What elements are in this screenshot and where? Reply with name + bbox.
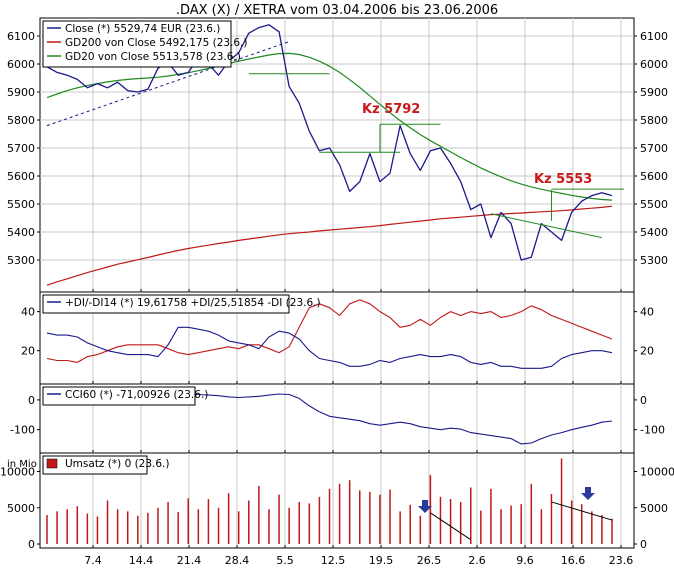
- ytick-label-right-price-2: 5500: [640, 198, 668, 211]
- xtick-label-4: 5.5: [276, 554, 294, 567]
- down-arrow-2-stem: [585, 487, 591, 493]
- panels-group: 5300 5300 5400 5400 5500 5500 5600 5600 5700 5700…: [0, 17, 674, 567]
- legend-entry-volume-0: Umsatz (*) 0 (23.6.): [65, 458, 170, 470]
- ytick-label-right-price-6: 5900: [640, 86, 668, 99]
- annotation-kz-5792: Kz 5792: [362, 102, 420, 117]
- ytick-label-left-price-1: 5400: [7, 226, 35, 239]
- ytick-label-left-volume-2: 10000: [0, 466, 35, 479]
- series-di-minus-line: [46, 299, 613, 363]
- legend-box-cci: [42, 386, 196, 406]
- xtick-label-0: 7.4: [84, 554, 102, 567]
- xtick-label-3: 28.4: [225, 554, 250, 567]
- legend-entry-dmi-0: +DI/-DI14 (*) 19,61758 +DI/25,51854 -DI …: [65, 297, 321, 309]
- series-gd200-line: [46, 205, 613, 286]
- xtick-label-5: 12.5: [321, 554, 346, 567]
- xtick-label-9: 9.6: [516, 554, 534, 567]
- ytick-label-left-price-2: 5500: [7, 198, 35, 211]
- ytick-label-right-price-4: 5700: [640, 142, 668, 155]
- ytick-label-left-price-0: 5300: [7, 254, 35, 267]
- ytick-label-left-cci-0: 0: [28, 394, 35, 407]
- trendline-dashed: [46, 41, 290, 127]
- xtick-label-6: 19.5: [369, 554, 394, 567]
- ytick-label-right-volume-0: 0: [640, 538, 647, 551]
- xtick-label-8: 2.6: [468, 554, 486, 567]
- down-arrow-1-head: [418, 506, 432, 513]
- xtick-label-11: 23.6: [609, 554, 634, 567]
- ytick-label-right-cci-1: -100: [640, 424, 665, 437]
- ytick-label-left-volume-1: 5000: [7, 502, 35, 515]
- series-gd20-line: [46, 52, 613, 201]
- ytick-label-right-price-7: 6000: [640, 58, 668, 71]
- ytick-label-right-price-1: 5400: [640, 226, 668, 239]
- volume-trend-1: [430, 512, 472, 541]
- ytick-label-left-cci-1: -100: [10, 424, 35, 437]
- legend-box-price: [42, 20, 232, 68]
- volume-unit-label: in Mio: [7, 459, 37, 470]
- chart-title: .DAX (X) / XETRA vom 03.04.2006 bis 23.0…: [176, 3, 498, 18]
- trend-green-down: [490, 213, 603, 239]
- down-arrow-1-stem: [422, 500, 428, 506]
- ytick-label-right-price-3: 5600: [640, 170, 668, 183]
- ytick-label-right-price-8: 6100: [640, 30, 668, 43]
- ytick-label-right-price-0: 5300: [640, 254, 668, 267]
- legend-box-volume: [42, 455, 148, 475]
- ytick-label-right-volume-2: 10000: [640, 466, 674, 479]
- xtick-label-10: 16.6: [561, 554, 586, 567]
- ytick-label-left-volume-0: 0: [28, 538, 35, 551]
- ytick-label-left-dmi-0: 20: [21, 345, 35, 358]
- ytick-label-left-price-8: 6100: [7, 30, 35, 43]
- ytick-label-left-price-6: 5900: [7, 86, 35, 99]
- ytick-label-left-price-4: 5700: [7, 142, 35, 155]
- ytick-label-left-price-5: 5800: [7, 114, 35, 127]
- legend-swatch-volume-0: [46, 458, 58, 469]
- legend-entry-cci-0: CCI60 (*) -71,00926 (23.6.): [65, 389, 208, 401]
- xtick-label-1: 14.4: [129, 554, 154, 567]
- ytick-label-right-dmi-0: 20: [640, 345, 654, 358]
- down-arrow-2-head: [581, 493, 595, 500]
- annotation-kz-5553: Kz 5553: [534, 172, 592, 187]
- legend-entry-price-1: GD200 von Close 5492,175 (23.6.): [65, 37, 248, 49]
- legend-box-dmi: [42, 294, 290, 314]
- ytick-label-right-price-5: 5800: [640, 114, 668, 127]
- legend-entry-price-2: GD20 von Close 5513,578 (23.6.): [65, 51, 241, 63]
- ytick-label-right-cci-0: 0: [640, 394, 647, 407]
- ytick-label-right-dmi-1: 40: [640, 306, 654, 319]
- xtick-label-2: 21.4: [177, 554, 202, 567]
- ytick-label-left-dmi-1: 40: [21, 306, 35, 319]
- ytick-label-left-price-3: 5600: [7, 170, 35, 183]
- ytick-label-right-volume-1: 5000: [640, 502, 668, 515]
- series-close-line: [46, 24, 613, 261]
- panel-frame-volume: [39, 452, 635, 549]
- xtick-label-7: 26.5: [417, 554, 442, 567]
- legend-entry-price-0: Close (*) 5529,74 EUR (23.6.): [65, 23, 220, 35]
- ytick-label-left-price-7: 6000: [7, 58, 35, 71]
- volume-trend-2: [551, 501, 613, 521]
- series-di-plus-line: [46, 326, 613, 369]
